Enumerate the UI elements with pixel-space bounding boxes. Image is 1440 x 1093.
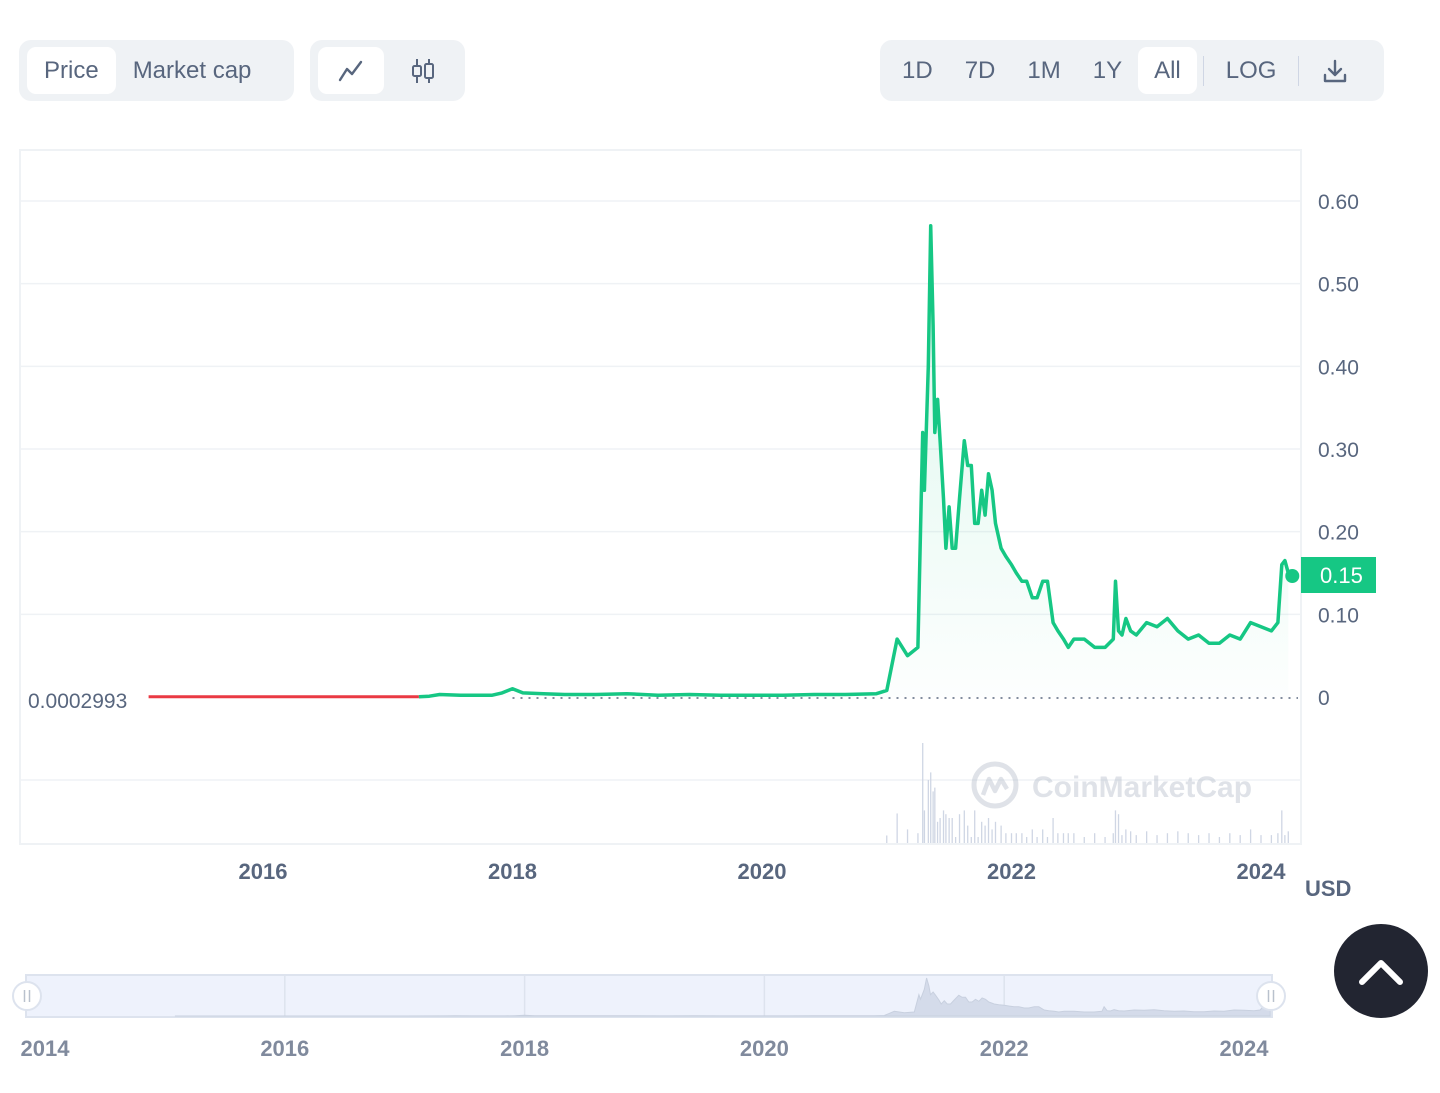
- y-tick-label: 0.20: [1318, 522, 1359, 545]
- y-tick-label: 0.50: [1318, 274, 1359, 297]
- navigator-tick-label: 2018: [500, 1036, 549, 1061]
- price-line: [418, 224, 1290, 699]
- navigator-tick-label: 2022: [980, 1036, 1029, 1061]
- log-toggle[interactable]: LOG: [1225, 56, 1277, 84]
- chevron-up-icon: [1359, 960, 1403, 985]
- current-price-badge: 0.15: [1301, 557, 1376, 593]
- price-area-fill: [418, 225, 1289, 698]
- candlestick-icon: [412, 58, 434, 83]
- currency-label: USD: [1305, 876, 1351, 901]
- range-all[interactable]: All: [1138, 47, 1197, 94]
- download-icon: [1324, 59, 1347, 82]
- x-axis: 2016 2018 2020 2022 2024: [239, 859, 1287, 884]
- metric-toggle: Price Market cap: [19, 40, 294, 101]
- y-axis: 0.60 0.50 0.40 0.30 0.20 0.10 0: [1318, 191, 1359, 710]
- range-7d[interactable]: 7D: [964, 56, 996, 84]
- y-tick-label: 0: [1318, 687, 1330, 710]
- range-divider: [1202, 55, 1204, 86]
- range-1m[interactable]: 1M: [1027, 56, 1061, 84]
- candlestick-button[interactable]: [390, 47, 456, 94]
- x-tick-label: 2018: [488, 859, 537, 884]
- navigator-tick-label: 2014: [21, 1036, 71, 1061]
- navigator-area: [174, 977, 1271, 1017]
- plot-frame: [19, 149, 1302, 845]
- y-tick-label: 0.60: [1318, 191, 1359, 214]
- download-button[interactable]: [1305, 47, 1365, 94]
- watermark: CoinMarketCap: [971, 761, 1252, 809]
- x-tick-label: 2016: [239, 859, 288, 884]
- tab-price[interactable]: Price: [27, 47, 116, 94]
- tab-market-cap[interactable]: Market cap: [132, 56, 252, 84]
- download-divider: [1298, 55, 1300, 86]
- range-navigator[interactable]: 2014 2016 2018 2020 2022 2024: [12, 974, 1286, 1061]
- watermark-text: CoinMarketCap: [1032, 771, 1252, 804]
- chart-style-toggle: [310, 40, 465, 101]
- y-tick-label: 0.40: [1318, 356, 1359, 379]
- range-toggle: 1D 7D 1M 1Y All LOG: [880, 40, 1384, 101]
- volume-bars: [886, 743, 1289, 843]
- line-chart-button[interactable]: [318, 47, 384, 94]
- navigator-tick-label: 2024: [1220, 1036, 1270, 1061]
- navigator-right-handle[interactable]: [1256, 981, 1286, 1011]
- coinmarketcap-logo-icon: [971, 761, 1019, 809]
- range-1y[interactable]: 1Y: [1092, 56, 1123, 84]
- navigator-track[interactable]: [25, 974, 1273, 1018]
- y-tick-label: 0.10: [1318, 604, 1359, 627]
- navigator-tick-label: 2016: [260, 1036, 309, 1061]
- baseline-label: 0.0002993: [28, 690, 127, 713]
- x-tick-label: 2020: [738, 859, 787, 884]
- navigator-x-axis: 2014 2016 2018 2020 2022 2024: [21, 1036, 1270, 1061]
- scroll-to-top-button[interactable]: [1334, 924, 1428, 1018]
- x-tick-label: 2024: [1237, 859, 1287, 884]
- current-price-dot: [1285, 569, 1300, 583]
- current-price-label: 0.15: [1320, 563, 1363, 588]
- x-tick-label: 2022: [987, 859, 1036, 884]
- navigator-left-handle[interactable]: [12, 981, 42, 1011]
- range-1d[interactable]: 1D: [902, 56, 933, 84]
- navigator-tick-label: 2020: [740, 1036, 789, 1061]
- current-price-badge-bg: [1301, 557, 1376, 593]
- line-chart-icon: [338, 60, 363, 81]
- grid-lines: [20, 200, 1301, 781]
- y-tick-label: 0.30: [1318, 439, 1359, 462]
